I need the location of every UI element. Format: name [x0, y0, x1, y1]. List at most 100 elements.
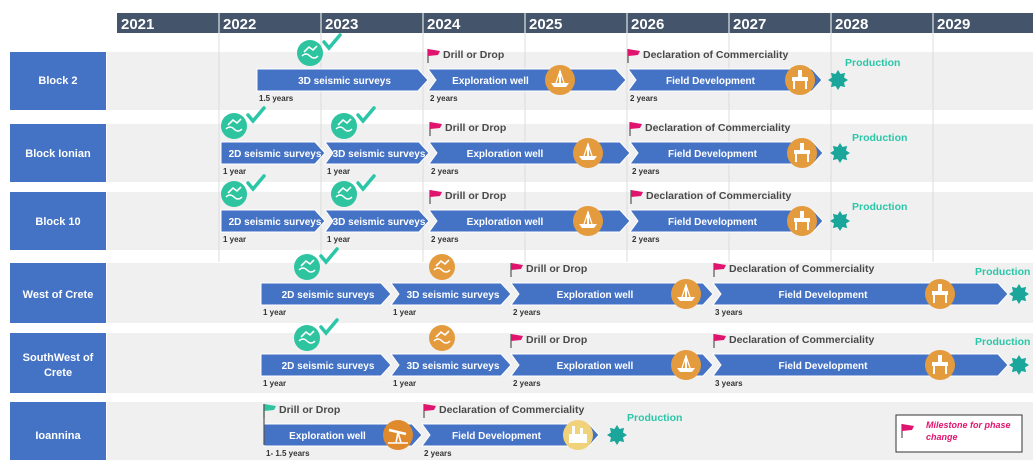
year-label: 2021 [121, 16, 154, 33]
derrick-frame-icon [583, 142, 593, 157]
phase-duration: 2 years [431, 235, 459, 244]
flag-icon [424, 404, 436, 411]
phase-duration: 2 years [632, 235, 660, 244]
phase-label: Exploration well [289, 431, 366, 442]
block-name: Block 2 [38, 75, 77, 87]
phase-label: Field Development [779, 290, 869, 301]
ship-icon [337, 186, 352, 194]
block-label-box [10, 192, 106, 250]
deck-icon [932, 362, 948, 366]
tower-icon [938, 355, 942, 362]
flag-icon [430, 190, 442, 197]
phase-label: 3D seismic surveys [333, 217, 426, 228]
year-label: 2024 [427, 16, 461, 33]
seismic-icon [221, 113, 247, 139]
phase-arrow [220, 141, 326, 165]
check-icon [356, 106, 376, 124]
phase-duration: 1 year [327, 167, 350, 176]
stack-icon [580, 428, 583, 435]
block-name: Ioannina [35, 430, 81, 442]
tower-icon [800, 143, 804, 150]
production-label: Production [627, 412, 682, 424]
milestone-label: Drill or Drop [443, 49, 504, 61]
block-label-box [10, 402, 106, 460]
production-star-icon [830, 211, 850, 231]
flag-icon [511, 334, 523, 341]
seismic-icon [221, 181, 247, 207]
production-label: Production [852, 201, 907, 213]
phase-arrow [256, 68, 429, 92]
block-label-box [10, 52, 106, 110]
legend: Milestone for phase change [895, 414, 1023, 453]
seismic-icon [429, 254, 455, 280]
derrick-frame-icon [681, 283, 691, 298]
derrick-frame-icon [555, 69, 565, 84]
hull-icon [551, 83, 569, 87]
phase-duration: 1 year [263, 308, 286, 317]
phase-duration: 2 years [431, 167, 459, 176]
hull-icon [677, 297, 695, 301]
flag-icon [714, 263, 726, 270]
block-label-box [10, 263, 106, 323]
phase-duration: 2 years [513, 308, 541, 317]
milestone-label: Drill or Drop [526, 334, 587, 346]
phase-duration: 2 years [430, 94, 458, 103]
phase-label: 3D seismic surveys [333, 149, 426, 160]
production-star-icon [607, 425, 627, 445]
frame-icon [395, 431, 402, 444]
phase-label: Exploration well [467, 217, 544, 228]
block-name: Block Ionian [25, 148, 91, 160]
year-label: 2029 [937, 16, 970, 33]
year-label: 2025 [529, 16, 562, 33]
production-label: Production [975, 336, 1030, 348]
tower-icon [798, 70, 802, 77]
phase-arrow [629, 209, 824, 233]
year-label: 2023 [325, 16, 358, 33]
phase-duration: 1 year [327, 235, 350, 244]
ship-icon [300, 259, 315, 267]
block-name: West of Crete [23, 289, 94, 301]
phase-duration: 1 year [223, 235, 246, 244]
phase-duration: 1 year [223, 167, 246, 176]
production-star-icon [828, 70, 848, 90]
flag-icon [628, 49, 640, 56]
tower-icon [800, 211, 804, 218]
year-label: 2028 [835, 16, 868, 33]
phase-arrow [324, 141, 430, 165]
phase-label: Exploration well [557, 361, 634, 372]
block-row: Block 10 2D seismic surveys 1 year 3D seism… [10, 174, 907, 250]
phase-arrow [510, 282, 714, 306]
phase-arrow [260, 353, 392, 377]
wave-icon [335, 126, 353, 132]
block-row: Ioannina Exploration well 1- 1.5 years Fiel… [10, 402, 682, 460]
flag-icon [511, 263, 523, 270]
legend-text: Milestone for phase [926, 420, 1011, 430]
wave-icon [433, 338, 451, 344]
deck-icon [794, 150, 810, 154]
phase-label: Field Development [668, 149, 758, 160]
milestone-label: Drill or Drop [526, 263, 587, 275]
phase-arrow [510, 353, 714, 377]
legend-text: change [926, 432, 958, 442]
block-label-box [10, 124, 106, 182]
stack-icon [572, 426, 575, 435]
check-icon [356, 174, 376, 192]
phase-duration: 2 years [513, 379, 541, 388]
production-label: Production [845, 57, 900, 69]
check-icon [246, 106, 266, 124]
check-icon [319, 318, 339, 336]
ship-icon [337, 118, 352, 126]
year-header-bar [117, 13, 1033, 33]
wave-icon [225, 126, 243, 132]
block-row: SouthWest of Crete 2D seismic surveys 1 yea… [10, 318, 1030, 393]
milestone-label: Drill or Drop [445, 122, 506, 134]
phase-label: 3D seismic surveys [407, 361, 500, 372]
flag-icon [428, 49, 440, 56]
phase-label: 3D seismic surveys [407, 290, 500, 301]
milestone-label: Drill or Drop [445, 190, 506, 202]
phase-duration: 2 years [630, 94, 658, 103]
wave-icon [335, 194, 353, 200]
production-star-icon [1009, 284, 1029, 304]
year-label: 2027 [733, 16, 766, 33]
derrick-icon [685, 356, 687, 368]
